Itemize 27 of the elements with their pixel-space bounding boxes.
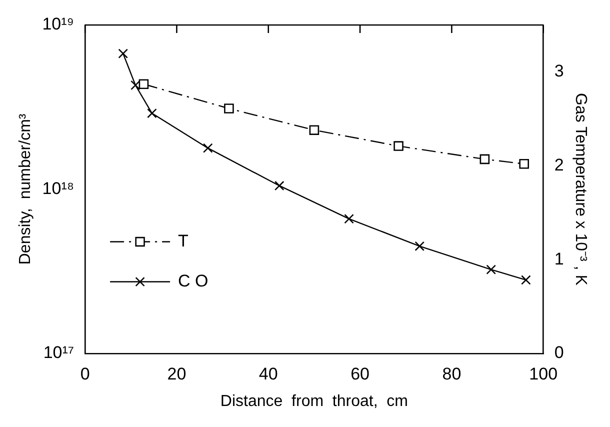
point xyxy=(344,214,354,224)
y2-tick-label: 1 xyxy=(554,249,564,268)
point xyxy=(118,48,128,58)
y2-tick-label: 0 xyxy=(554,343,564,362)
x-tick-label: 60 xyxy=(350,364,370,384)
x-tick-label: 20 xyxy=(167,364,186,384)
point xyxy=(130,80,140,90)
point xyxy=(147,108,157,118)
x-tick-label: 40 xyxy=(258,364,278,384)
y2-axis-title: Gas Temperature x 10⁻³ , K xyxy=(572,93,589,286)
x-tick-label: 80 xyxy=(442,364,462,384)
y-tick-label: 10¹⁹ xyxy=(42,14,74,34)
point xyxy=(202,143,213,153)
x-tick-label: 100 xyxy=(529,364,558,384)
point xyxy=(521,275,531,285)
x-axis-title: Distance from throat, cm xyxy=(220,392,408,410)
x-tick-label: 0 xyxy=(80,364,90,384)
y-axis-title: Density, number/cm³ xyxy=(17,113,34,265)
legend-label: T xyxy=(178,231,188,250)
y-tick-label: 10¹⁸ xyxy=(42,178,74,198)
legend-label: C O xyxy=(178,271,208,290)
point xyxy=(274,180,284,191)
y2-tick-label: 3 xyxy=(554,62,564,81)
y2-tick-label: 2 xyxy=(554,155,564,174)
y-tick-label: 10¹⁷ xyxy=(43,343,74,362)
point xyxy=(486,264,496,274)
point xyxy=(414,241,424,252)
